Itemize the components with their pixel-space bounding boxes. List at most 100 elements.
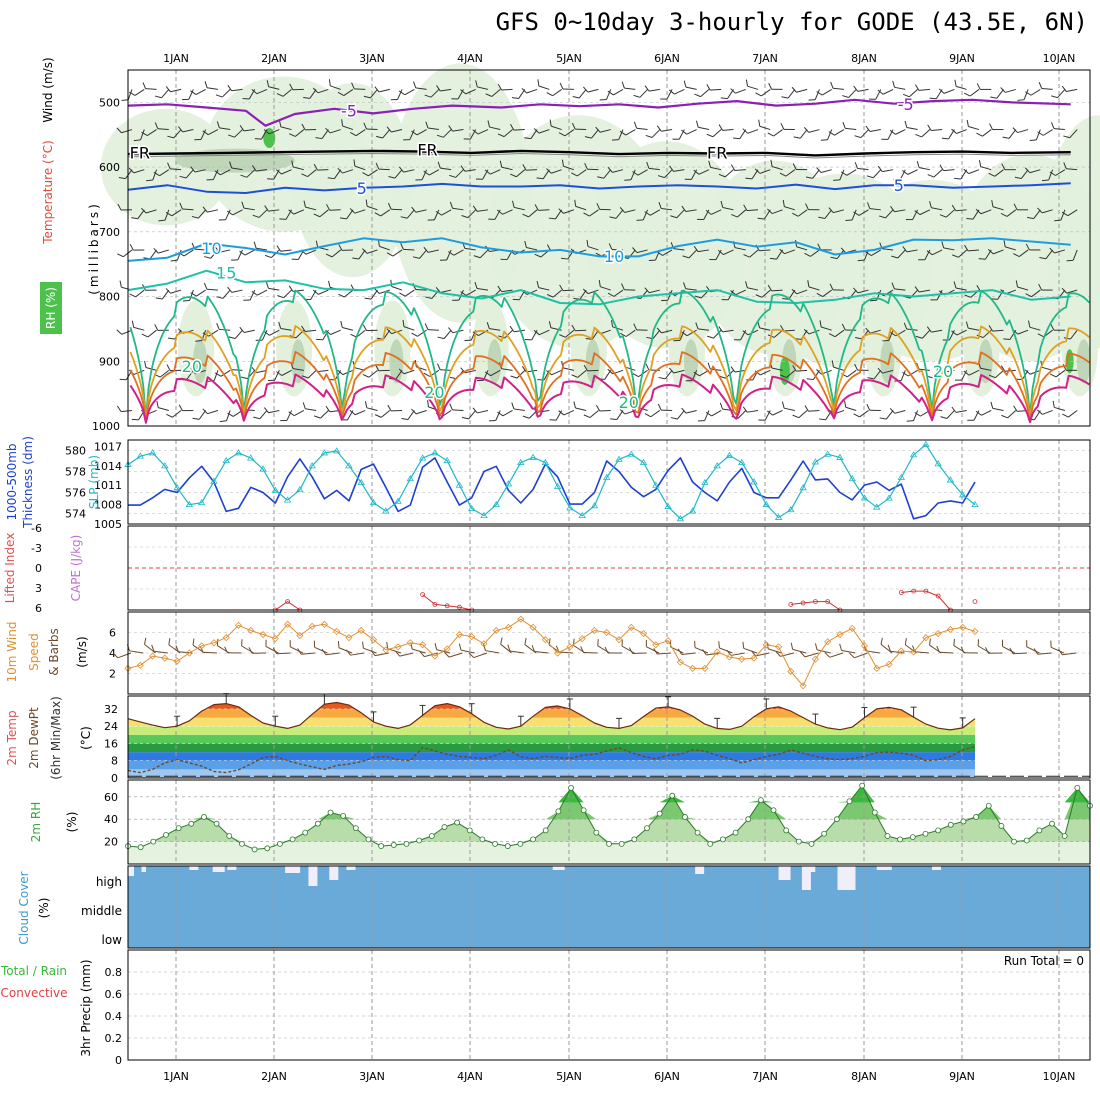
barb-shaft [943,169,955,172]
barb-flag [707,362,711,370]
wind-barb [694,640,709,654]
barb-flag [694,295,702,299]
wind-barb [990,401,1004,411]
barb-flag [645,363,650,371]
wind-barb [820,129,833,141]
barb-shaft [539,329,550,336]
barb-shaft [490,369,501,377]
barb-flag [321,648,327,655]
barb-shaft [185,169,194,179]
wind-barb [1003,240,1016,251]
barb-shaft [808,329,820,335]
wind-barb [1009,647,1028,655]
rh-mid-shade [389,339,404,384]
barb-flag [386,328,392,334]
barb-flag [1003,338,1011,341]
wind-barb [487,120,501,131]
barb-flag [988,325,993,332]
barb-shaft [333,169,342,179]
barb-shaft [894,86,906,90]
wind-speed-point [639,629,648,638]
barb-shaft [350,652,365,656]
barb-flag [582,288,589,295]
wind-barb [313,410,329,419]
barb-flag [327,177,335,180]
barb-flag [434,642,438,650]
barb-flag [497,285,503,292]
barb-flag [437,363,441,370]
wind-barb [537,79,550,90]
barb-flag [902,170,909,175]
barb-flag [376,135,383,139]
barb-flag [303,200,306,208]
barb-shaft [380,410,391,418]
wind-barb [881,129,894,140]
barb-flag [807,280,810,287]
barb-shaft [358,249,366,260]
wind-barb [489,410,501,422]
wind-barb [497,83,513,91]
barb-shaft [575,407,587,411]
barb-shaft [1041,87,1053,90]
rh-tick: 40 [104,813,118,826]
barb-shaft [524,644,537,654]
barb-flag [733,339,741,341]
barb-flag [960,646,965,653]
wind-barb [374,288,390,294]
cloud-gap [346,866,356,870]
wind-barb [190,289,206,297]
barb-shaft [489,169,501,175]
barb-shaft [845,127,857,131]
barb-flag [202,206,208,213]
barb-shaft [234,329,243,339]
barb-shaft [681,652,696,655]
barb-flag [133,139,141,142]
slp-point [774,513,783,520]
precip-tick: 0.6 [105,988,123,1001]
wind-barb [1061,287,1078,294]
barb-shaft [931,207,943,211]
barb-flag [954,379,962,381]
wind-barb [548,209,563,220]
barb-flag [289,640,291,647]
barb-flag [853,287,859,294]
wind-barb [511,402,525,411]
wind-barb [558,410,575,416]
barb-shaft [992,206,1004,211]
wind-barb [121,89,133,102]
barb-shaft [346,209,354,220]
barb-shaft [859,410,869,418]
barb-shaft [243,129,255,132]
wind-speed-point [284,620,292,628]
cloud-gap [227,866,237,870]
wind-barb [584,129,599,139]
wind-barb [166,364,182,372]
temp-band [128,760,975,770]
wind-barb [1033,648,1052,655]
barb-flag [112,652,119,659]
wind-barb [401,410,415,420]
wind-barb [400,243,415,251]
barb-shaft [518,89,526,99]
barb-flag [239,326,245,333]
wind-barb [963,89,980,97]
barb-shaft [956,329,967,336]
wind-barb [624,169,636,181]
cloud-level-tick: high [96,875,122,889]
barb-flag [889,407,896,414]
barb-flag [302,402,306,409]
barb-flag [624,179,632,181]
wind-barb [214,246,231,253]
wind-barb [758,119,771,131]
barb-flag [742,641,745,649]
slp-point [173,484,181,491]
wind-speed-point [860,642,869,650]
barb-flag [607,90,614,96]
rh-area-high [128,785,1090,820]
barb-flag [745,79,748,87]
slp-point [627,450,635,457]
rh-point [213,820,220,827]
isotherm-freezing-shadow [127,153,1071,159]
barb-shaft [977,645,991,654]
barb-flag [522,213,529,218]
